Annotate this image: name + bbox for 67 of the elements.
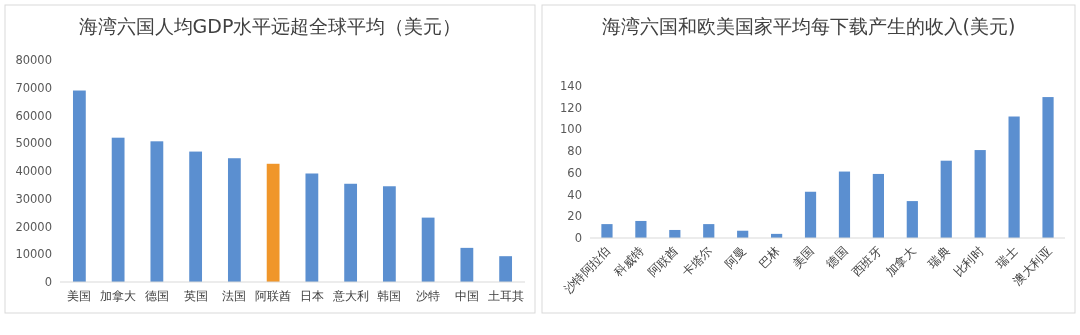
x-tick-label: 阿联酋 [645, 244, 681, 280]
x-tick-label: 土耳其 [487, 289, 524, 303]
x-tick-label: 法国 [222, 289, 247, 303]
bar [111, 137, 125, 282]
bar [189, 151, 203, 282]
x-tick-label: 德国 [823, 244, 851, 272]
x-tick-label: 加拿大 [883, 244, 919, 280]
x-tick-label: 日本 [299, 289, 324, 303]
x-tick-label: 美国 [67, 289, 92, 303]
y-tick-label: 120 [560, 100, 582, 115]
y-tick-label: 0 [44, 275, 52, 289]
bar [305, 173, 319, 282]
chart-title: 海湾六国和欧美国家平均每下载产生的收入(美元) [601, 15, 1016, 37]
chart-title: 海湾六国人均GDP水平远超全球平均（美元） [78, 15, 462, 37]
x-tick-label: 沙特 [416, 289, 441, 303]
x-tick-label: 沙特阿拉伯 [560, 244, 614, 297]
x-tick-label: 巴林 [755, 244, 783, 272]
y-tick-label: 20000 [15, 219, 52, 234]
x-tick-label: 德国 [144, 289, 169, 303]
x-tick-label: 西班牙 [849, 244, 885, 280]
bar [227, 158, 241, 282]
y-tick-label: 100 [560, 122, 582, 137]
bar [804, 191, 817, 238]
bar [344, 183, 358, 282]
y-tick-label: 140 [560, 79, 582, 93]
y-tick-label: 80 [567, 144, 582, 159]
y-tick-label: 40 [567, 187, 582, 202]
bar [974, 150, 986, 238]
x-tick-label: 英国 [183, 289, 208, 303]
bar [150, 141, 164, 282]
x-tick-label: 比利时 [950, 244, 987, 280]
x-tick-label: 科威特 [611, 244, 648, 280]
bar [906, 201, 918, 238]
bar [421, 217, 435, 282]
y-tick-label: 60 [567, 165, 582, 180]
x-tick-label: 加拿大 [100, 289, 137, 303]
y-tick-label: 60000 [15, 108, 52, 123]
y-tick-label: 0 [574, 231, 582, 245]
x-tick-label: 瑞士 [993, 244, 1021, 272]
x-tick-label: 美国 [789, 244, 817, 272]
y-tick-label: 30000 [15, 191, 52, 206]
y-tick-label: 40000 [15, 164, 52, 178]
y-tick-label: 50000 [15, 136, 52, 151]
x-tick-label: 瑞典 [925, 244, 953, 272]
x-tick-label: 卡塔尔 [679, 244, 715, 280]
bar [499, 256, 513, 282]
y-tick-label: 10000 [15, 247, 52, 262]
bar [601, 224, 613, 238]
x-tick-label: 阿曼 [721, 244, 749, 272]
x-tick-label: 阿联酋 [255, 289, 292, 303]
bar [838, 171, 851, 238]
bar [382, 186, 396, 282]
y-tick-label: 70000 [15, 80, 52, 95]
bar [266, 163, 280, 282]
bar [72, 90, 86, 282]
x-tick-label: 意大利 [331, 289, 369, 303]
x-tick-label: 中国 [454, 289, 479, 303]
bar [872, 173, 884, 238]
bar [703, 224, 715, 238]
bar [940, 160, 952, 238]
bar [635, 220, 647, 238]
bar [1008, 116, 1020, 238]
x-tick-label: 韩国 [377, 289, 402, 303]
y-tick-label: 80000 [15, 53, 52, 67]
y-tick-label: 20 [567, 209, 582, 224]
bar [460, 247, 474, 282]
bar [1042, 97, 1054, 238]
